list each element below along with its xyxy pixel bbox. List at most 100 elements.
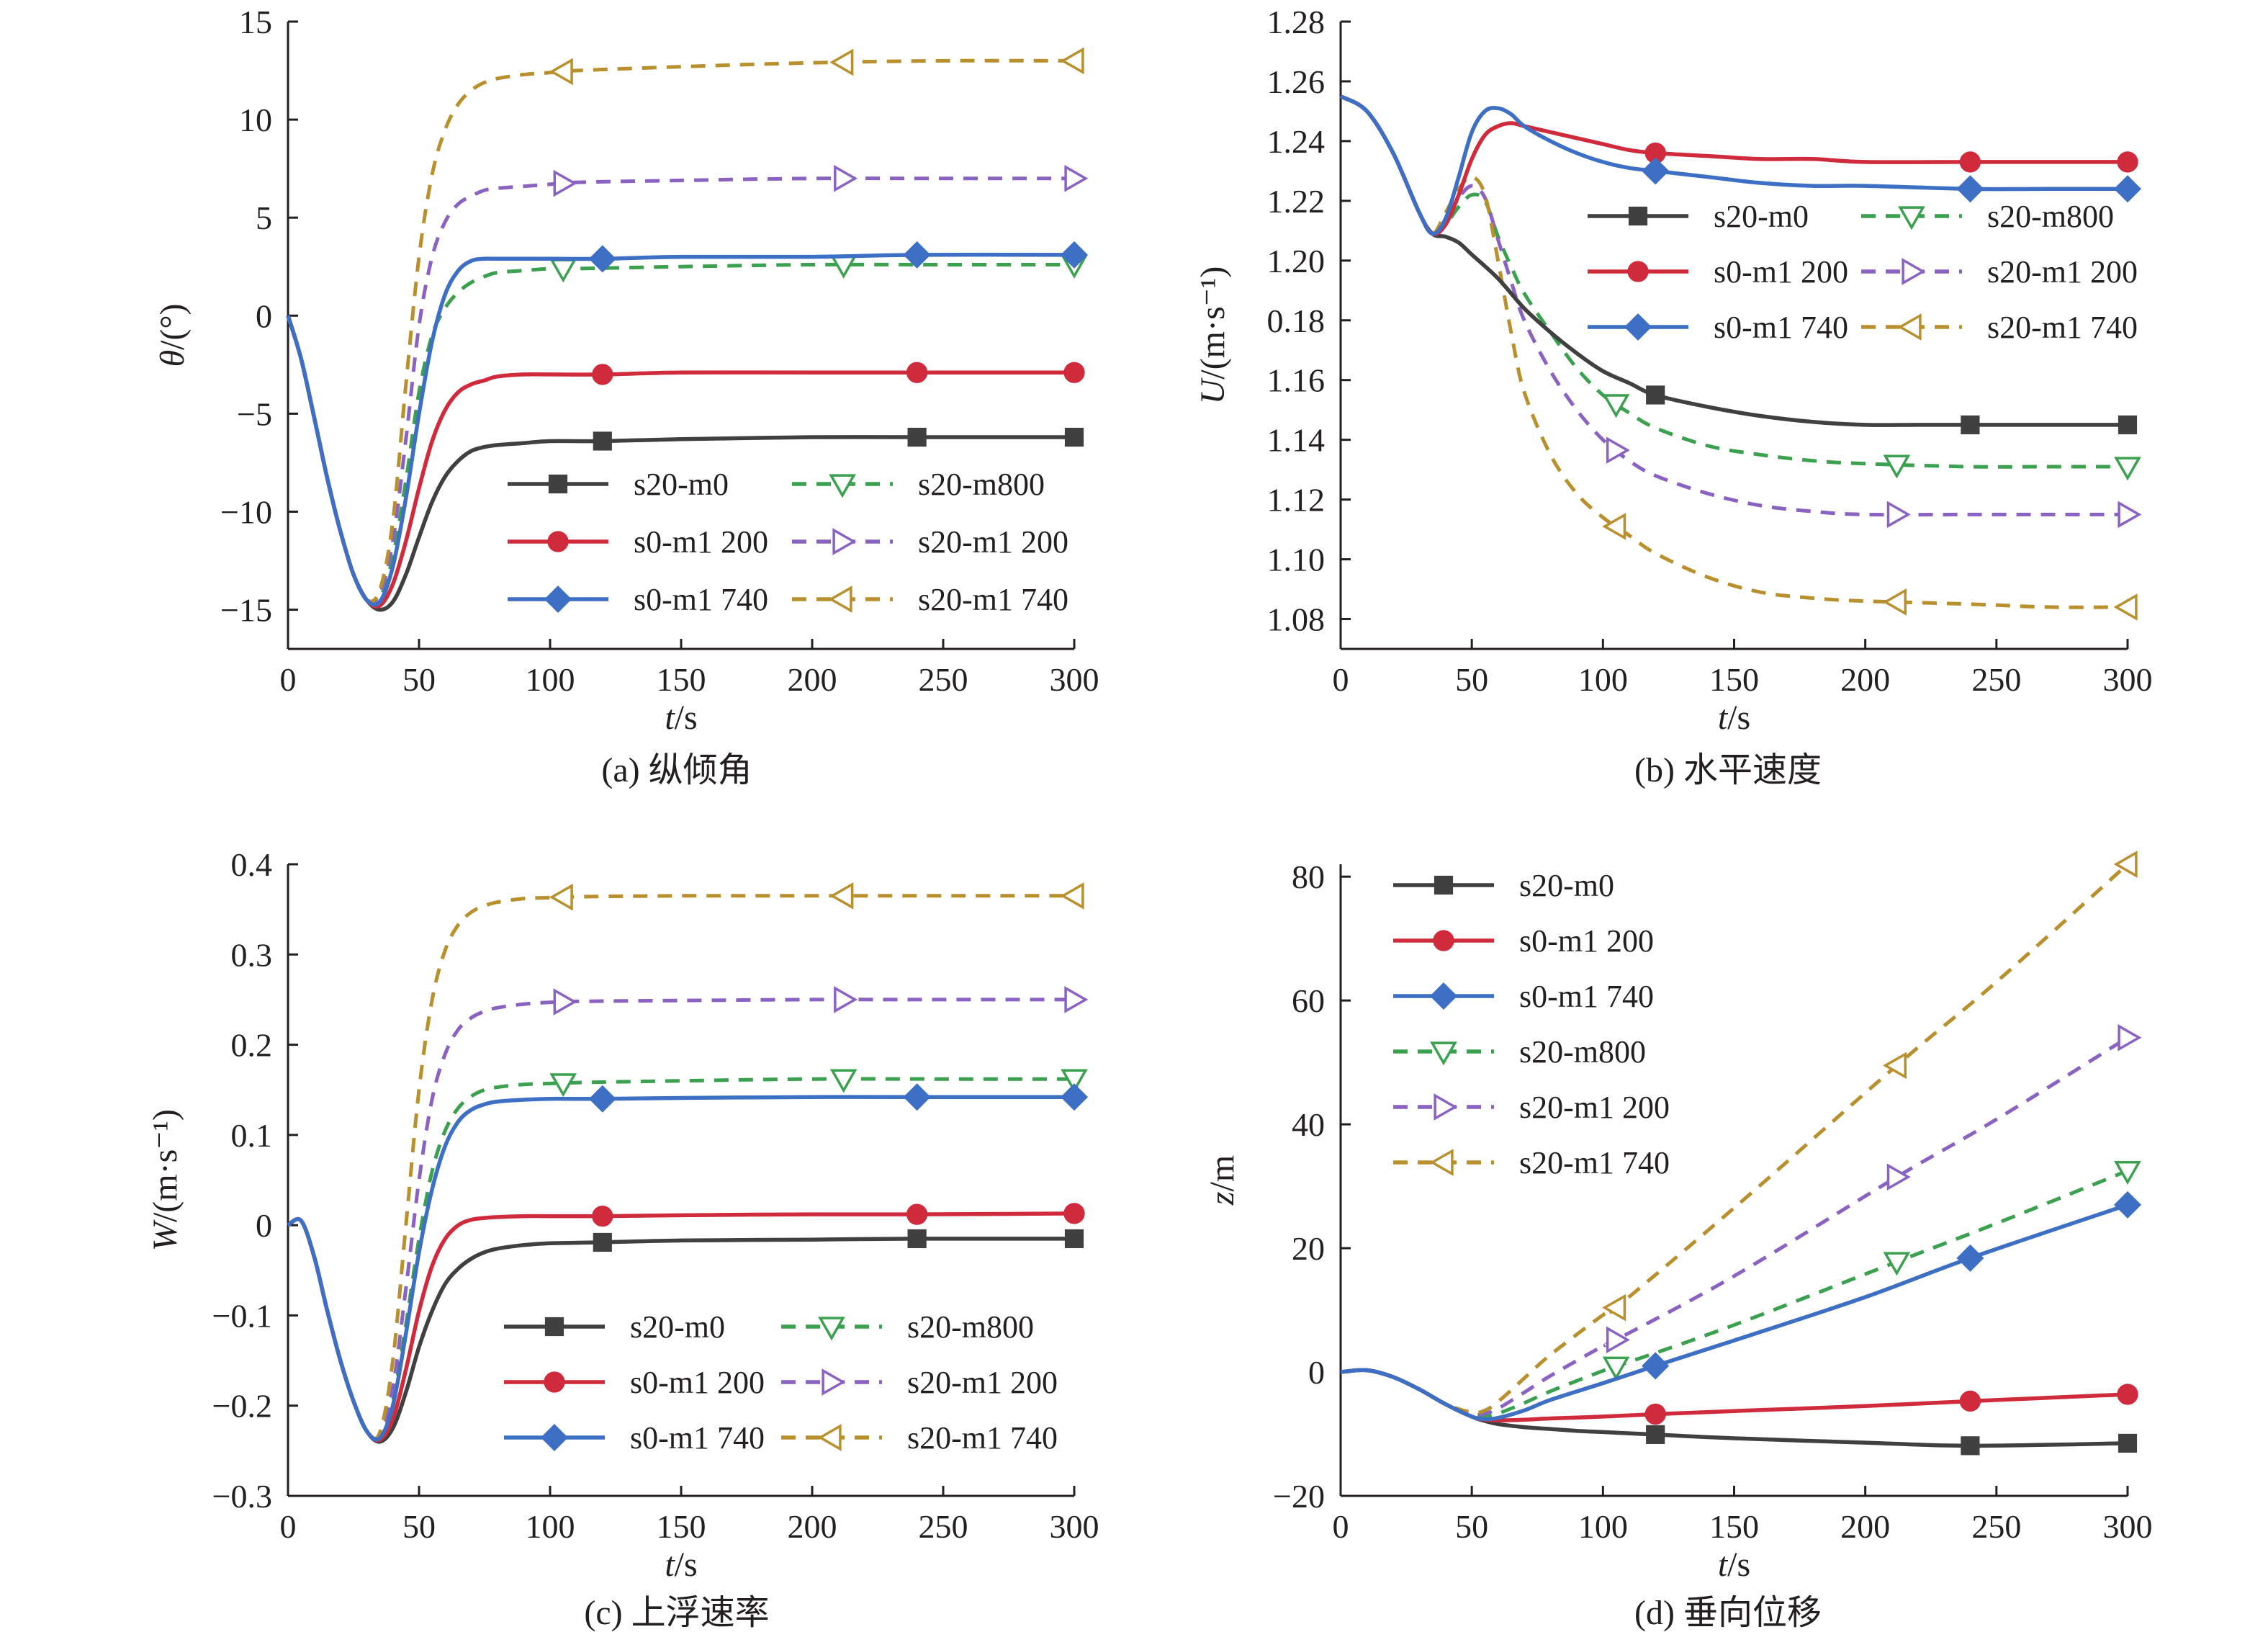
data-point	[592, 364, 613, 385]
data-point	[2118, 1433, 2138, 1453]
data-point	[549, 259, 577, 283]
series-line	[1339, 94, 2128, 609]
data-point	[2113, 1191, 2142, 1219]
data-point	[1883, 454, 1911, 479]
x-tick-label: 50	[1455, 661, 1488, 698]
series-line	[1340, 1169, 2128, 1419]
legend-label: s20-m800	[918, 467, 1045, 502]
legend-label: s20-m1 200	[918, 524, 1068, 560]
data-point	[2118, 415, 2138, 435]
x-tick-label: 0	[280, 661, 297, 698]
series-line	[287, 1095, 1074, 1442]
legend-marker	[544, 1317, 564, 1337]
data-point	[2113, 851, 2138, 878]
series-line	[1340, 863, 2129, 1414]
data-point	[549, 1073, 577, 1098]
data-point	[2113, 175, 2142, 203]
legend-marker	[1430, 1041, 1457, 1066]
data-point	[1642, 1352, 1670, 1380]
legend-label: s20-m800	[1519, 1034, 1646, 1070]
legend-marker	[817, 1424, 842, 1451]
data-point	[1606, 436, 1630, 465]
panel-caption: (a) 纵倾角	[601, 751, 752, 789]
x-tick-label: 200	[788, 1508, 837, 1545]
data-point	[1060, 241, 1089, 269]
series-line	[1339, 94, 2128, 236]
data-point	[1644, 1403, 1666, 1425]
x-tick-label: 300	[2103, 661, 2153, 698]
legend-label: s20-m1 200	[1987, 254, 2138, 290]
legend-marker	[829, 474, 856, 498]
legend: s20-m0 s20-m800 s0-m1 200 s20-m1 200 s0-m1 7…	[1588, 199, 2138, 345]
legend-marker	[1897, 313, 1922, 341]
y-tick-label: −10	[220, 493, 272, 530]
y-tick-label: 80	[1292, 858, 1325, 895]
x-tick-label: 0	[280, 1508, 297, 1545]
y-axis-label: W/(m·s⁻¹)	[146, 1109, 184, 1251]
x-axis-label: t/s	[665, 1546, 697, 1584]
data-point	[1602, 513, 1626, 540]
x-tick-label: 50	[1455, 1508, 1488, 1545]
data-point	[1886, 1163, 1911, 1191]
y-tick-label: 1.14	[1267, 422, 1326, 459]
y-tick-label: 0.2	[231, 1027, 273, 1064]
data-point	[1061, 1069, 1088, 1093]
y-tick-label: 0.1	[231, 1117, 273, 1154]
y-tick-label: 1.12	[1267, 482, 1326, 519]
y-tick-label: 0.3	[231, 936, 273, 973]
data-point	[1956, 1244, 1984, 1272]
data-point	[2113, 593, 2138, 621]
legend-label: s20-m0	[630, 1309, 725, 1345]
y-tick-label: 1.16	[1267, 362, 1326, 399]
legend-label: s0-m1 740	[634, 582, 768, 617]
y-tick-label: 20	[1292, 1230, 1325, 1267]
data-point	[2114, 1160, 2141, 1185]
legend-marker	[832, 528, 857, 555]
y-tick-label: 40	[1292, 1106, 1325, 1143]
data-point	[1883, 588, 1907, 616]
panel-a: 0 50 100 150 200 250 300 −15 −10 −5 0 5 10 15 t/s θ/(°)…	[153, 4, 1099, 789]
data-point	[1060, 882, 1084, 910]
y-tick-label: −0.3	[212, 1478, 272, 1515]
series-line	[1339, 94, 2128, 469]
x-tick-label: 200	[1840, 661, 1890, 698]
series-line	[286, 315, 1074, 612]
legend-marker	[1429, 982, 1458, 1010]
x-tick-label: 150	[657, 661, 706, 698]
data-point	[1646, 1425, 1665, 1444]
x-tick-label: 150	[1709, 1508, 1759, 1545]
legend-marker	[1627, 261, 1649, 282]
y-axis-label: U/(m·s⁻¹)	[1194, 266, 1232, 405]
x-tick-label: 50	[402, 661, 436, 698]
legend-label: s20-m1 740	[907, 1420, 1058, 1456]
legend-label: s20-m1 200	[907, 1365, 1058, 1400]
y-tick-label: 0	[1308, 1354, 1325, 1391]
series-line	[286, 252, 1075, 607]
legend-marker	[1433, 930, 1454, 951]
legend-marker	[818, 1317, 845, 1341]
data-point	[1883, 1052, 1907, 1080]
data-point	[1961, 415, 1980, 435]
panel-d: 0 50 100 150 200 250 300−20020406080t/sz/m(d) …	[1203, 851, 2153, 1632]
data-point	[1886, 501, 1911, 529]
legend: s20-m0 s20-m800 s0-m1 200 s20-m1 200 s0-m1 7…	[508, 467, 1068, 617]
data-point	[907, 427, 927, 447]
x-tick-label: 100	[526, 1508, 575, 1545]
data-point	[1602, 394, 1630, 418]
x-tick-label: 150	[1709, 661, 1759, 698]
data-point	[1606, 1326, 1630, 1354]
legend-label: s20-m1 740	[1987, 310, 2138, 345]
y-tick-label: 1.22	[1267, 183, 1326, 220]
legend-marker	[828, 586, 852, 613]
legend-label: s0-m1 740	[1519, 979, 1654, 1014]
data-point	[593, 1232, 612, 1252]
data-point	[1064, 1229, 1084, 1249]
data-point	[829, 882, 854, 910]
x-tick-label: 250	[1971, 661, 2021, 698]
data-point	[2117, 151, 2138, 173]
x-tick-label: 250	[919, 661, 968, 698]
x-tick-label: 250	[919, 1508, 968, 1545]
data-point	[1060, 1083, 1089, 1111]
legend-marker	[547, 531, 569, 552]
x-axis-label: t/s	[1718, 1546, 1750, 1584]
